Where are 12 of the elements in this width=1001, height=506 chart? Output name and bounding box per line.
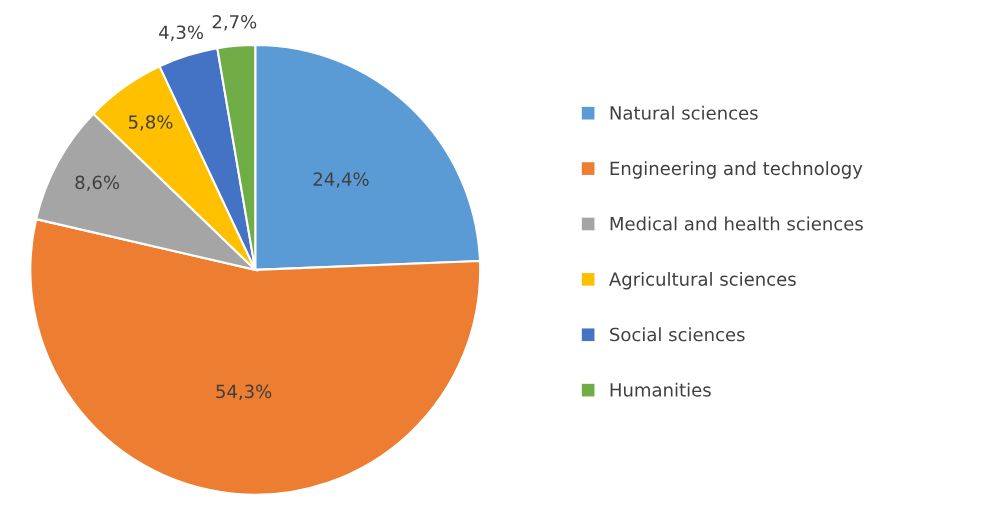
data-label: 24,4% [313,172,369,188]
legend-label: Agricultural sciences [609,271,796,290]
legend-label: Humanities [610,382,711,397]
data-label: 54,3% [216,384,272,401]
legend-label: Engineering and technology [610,161,863,179]
data-label: 2,7% [212,14,257,31]
legend-label: Natural sciences [610,105,758,120]
legend-label: Medical and health sciences [610,216,863,231]
data-label: 5,8% [128,115,173,131]
data-label: 8,6% [75,175,120,192]
data-label: 4,3% [159,25,204,41]
legend-label: Social sciences [610,327,745,342]
